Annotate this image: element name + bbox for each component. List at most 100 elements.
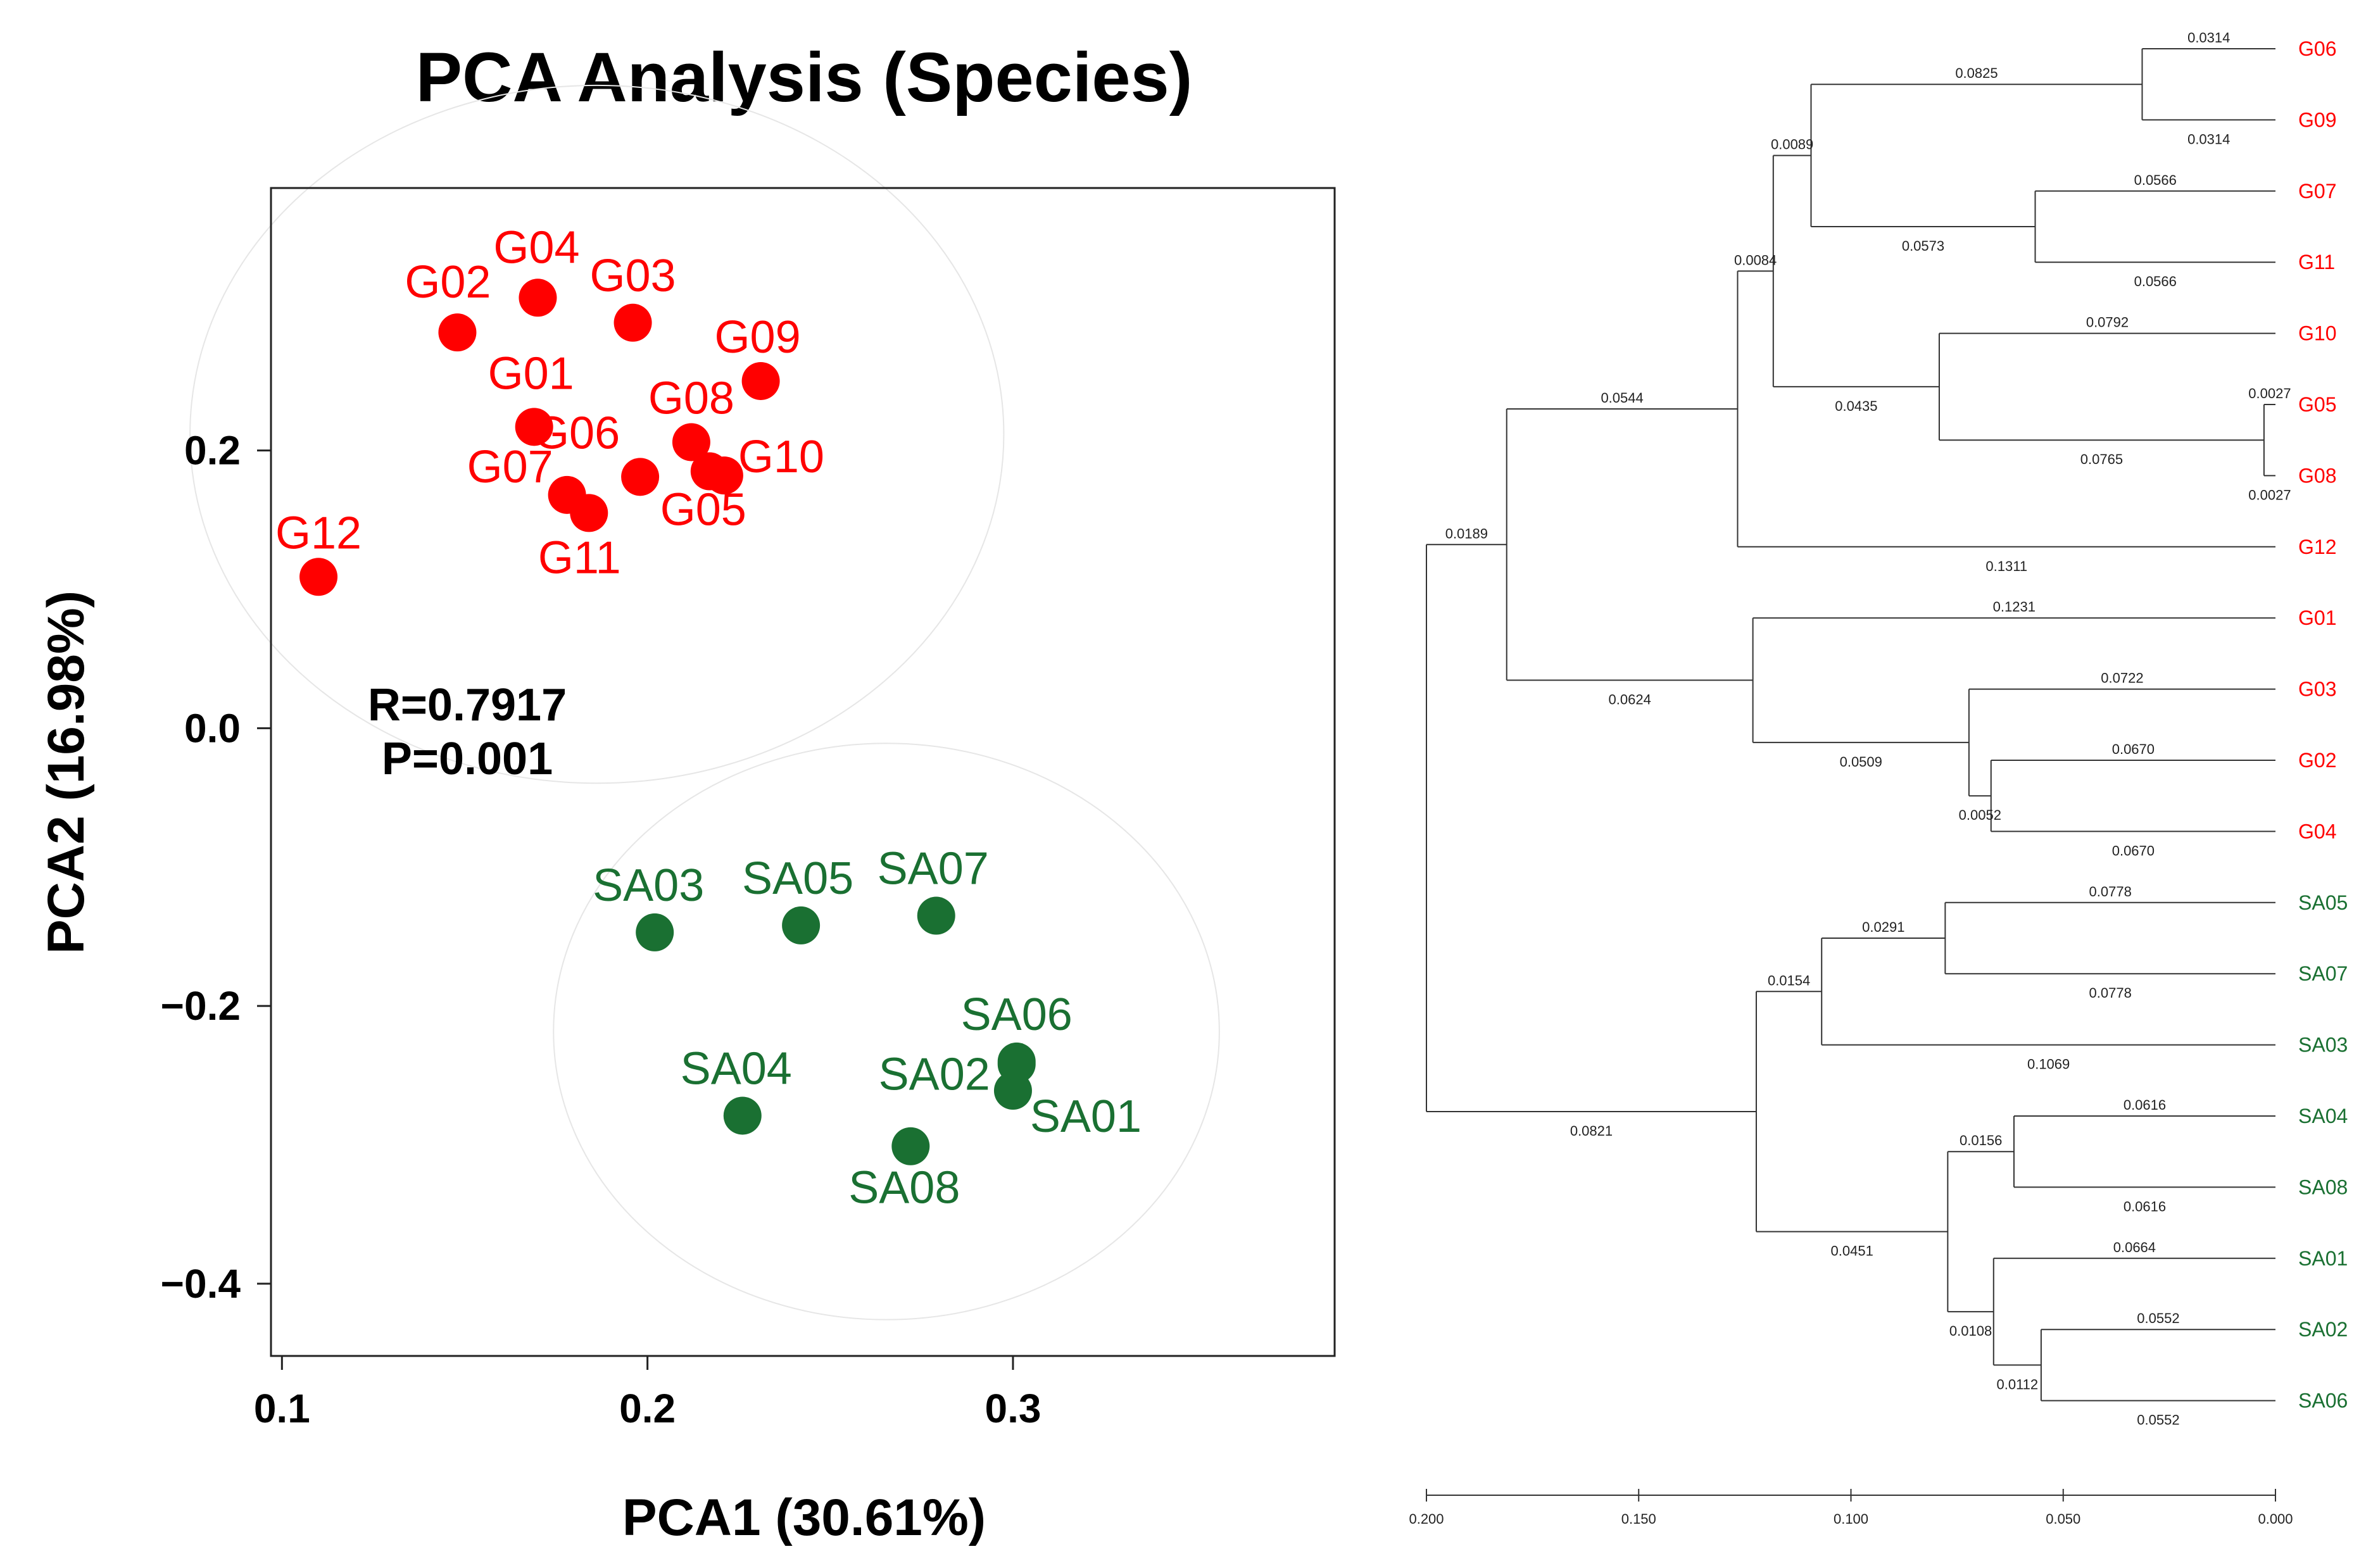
point-g11 (570, 494, 608, 532)
leaf-label-g03: G03 (2298, 678, 2336, 701)
point-label-g11: G11 (538, 532, 621, 583)
leaf-label-sa01: SA01 (2298, 1247, 2348, 1270)
point-label-sa06: SA06 (961, 989, 1073, 1040)
leaf-label-g02: G02 (2298, 749, 2336, 772)
x-axis-title: PCA1 (30.61%) (622, 1489, 986, 1546)
dendrogram-branches (1426, 48, 2275, 1402)
point-label-sa04: SA04 (681, 1043, 792, 1094)
leaf-labels: G06 G09 G07 G11 G10 G05 G08 G12 G01 G03 G02 G04 SA05… (2298, 37, 2348, 1412)
branch-length-label: 0.0108 (1949, 1323, 1992, 1339)
branch-length-label: 0.0027 (2248, 487, 2291, 503)
point-g08 (672, 423, 710, 461)
leaf-label-g05: G05 (2298, 393, 2336, 416)
branch-length-label: 0.0552 (2137, 1412, 2179, 1428)
point-label-sa08: SA08 (848, 1163, 960, 1214)
stat-r-value: R=0.7917 (368, 680, 567, 731)
branch-length-label: 0.0112 (1997, 1376, 2039, 1392)
dendrogram-panel: 0.0314 0.0314 0.0566 0.0566 0.0825 0.0573 0.00… (1409, 30, 2348, 1527)
leaf-label-sa03: SA03 (2298, 1034, 2348, 1057)
point-g03 (614, 303, 652, 342)
leaf-label-g07: G07 (2298, 180, 2336, 203)
stat-p-value: P=0.001 (382, 734, 553, 784)
point-label-g02: G02 (405, 257, 491, 308)
confidence-ellipse-sa (553, 743, 1220, 1320)
point-sa08 (891, 1127, 930, 1165)
point-g06 (621, 458, 660, 496)
branch-length-label: 0.0314 (2187, 30, 2230, 46)
leaf-label-g06: G06 (2298, 37, 2336, 60)
point-label-g05: G05 (660, 485, 746, 536)
scale-tick-label: 0.000 (2258, 1511, 2293, 1527)
branch-length-label: 0.0670 (2112, 741, 2155, 757)
branch-length-label: 0.0664 (2113, 1239, 2156, 1255)
y-tick-label: 0.2 (184, 428, 241, 474)
branch-length-label: 0.0189 (1445, 525, 1488, 541)
branch-length-label: 0.0509 (1840, 754, 1882, 770)
branch-length-label: 0.0027 (2248, 386, 2291, 401)
leaf-label-sa05: SA05 (2298, 891, 2348, 914)
leaf-label-g09: G09 (2298, 108, 2336, 131)
scale-tick-label: 0.200 (1409, 1511, 1444, 1527)
leaf-label-sa04: SA04 (2298, 1105, 2348, 1127)
leaf-label-sa07: SA07 (2298, 962, 2348, 985)
branch-length-label: 0.0566 (2134, 273, 2177, 289)
point-label-g03: G03 (589, 251, 676, 301)
branch-length-label: 0.0670 (2112, 843, 2155, 858)
point-g02 (438, 313, 477, 352)
point-label-sa03: SA03 (593, 860, 704, 911)
distance-scale-bar: 0.200 0.150 0.100 0.050 0.000 (1409, 1489, 2293, 1527)
branch-length-label: 0.0089 (1771, 137, 1813, 153)
point-g04 (519, 279, 557, 317)
point-sa04 (723, 1096, 762, 1135)
scale-tick-label: 0.150 (1621, 1511, 1656, 1527)
branch-length-label: 0.0624 (1609, 692, 1651, 708)
branch-length-label: 0.0825 (1955, 65, 1998, 81)
point-label-g01: G01 (488, 348, 574, 399)
leaf-label-sa02: SA02 (2298, 1318, 2348, 1341)
y-tick-label: 0.0 (184, 705, 241, 751)
branch-length-label: 0.0573 (1902, 238, 1944, 254)
branch-length-label: 0.0616 (2124, 1097, 2166, 1113)
pca-axes: 0.1 0.2 0.3 −0.4 −0.2 0.0 0.2 (161, 428, 1041, 1431)
y-tick-label: −0.4 (161, 1261, 241, 1307)
branch-length-label: 0.0566 (2134, 172, 2177, 188)
branch-length-label: 0.0778 (2089, 884, 2132, 900)
leaf-label-g12: G12 (2298, 536, 2336, 558)
branch-length-label: 0.0544 (1601, 390, 1643, 406)
point-g09 (741, 361, 780, 400)
branch-length-label: 0.1231 (1993, 599, 2036, 615)
scale-tick-label: 0.100 (1834, 1511, 1868, 1527)
y-axis-title: PCA2 (16.98%) (37, 591, 95, 954)
branch-length-label: 0.0154 (1768, 972, 1810, 988)
branch-length-label: 0.0722 (2101, 670, 2143, 686)
confidence-ellipse-g (189, 84, 1005, 784)
confidence-ellipses (189, 84, 1220, 1320)
point-label-sa02: SA02 (879, 1049, 990, 1100)
branch-length-label: 0.0821 (1570, 1123, 1613, 1139)
branch-length-label: 0.0435 (1835, 398, 1877, 414)
y-tick-label: −0.2 (161, 983, 241, 1029)
point-g12 (299, 558, 338, 596)
branch-length-label: 0.0616 (2124, 1198, 2166, 1214)
point-label-g04: G04 (493, 222, 579, 273)
point-g10 (705, 456, 743, 495)
leaf-label-g08: G08 (2298, 464, 2336, 487)
point-label-g08: G08 (648, 373, 734, 423)
leaf-label-g04: G04 (2298, 820, 2336, 843)
branch-length-label: 0.0451 (1831, 1243, 1873, 1259)
leaf-label-g10: G10 (2298, 322, 2336, 345)
point-label-sa07: SA07 (878, 844, 989, 894)
point-label-g10: G10 (738, 432, 824, 482)
branch-length-labels: 0.0314 0.0314 0.0566 0.0566 0.0825 0.0573 0.00… (1445, 30, 2291, 1428)
point-g01 (515, 408, 553, 446)
leaf-label-g01: G01 (2298, 606, 2336, 629)
branch-length-label: 0.0765 (2080, 451, 2123, 467)
branch-length-label: 0.1069 (2027, 1057, 2070, 1072)
point-sa07 (917, 896, 955, 935)
leaf-label-sa06: SA06 (2298, 1389, 2348, 1412)
pca-panel: PCA Analysis (Species) 0.1 0.2 0.3 −0.4 −0.2… (37, 39, 1336, 1546)
scale-tick-label: 0.050 (2046, 1511, 2080, 1527)
branch-length-label: 0.0052 (1959, 807, 2001, 823)
